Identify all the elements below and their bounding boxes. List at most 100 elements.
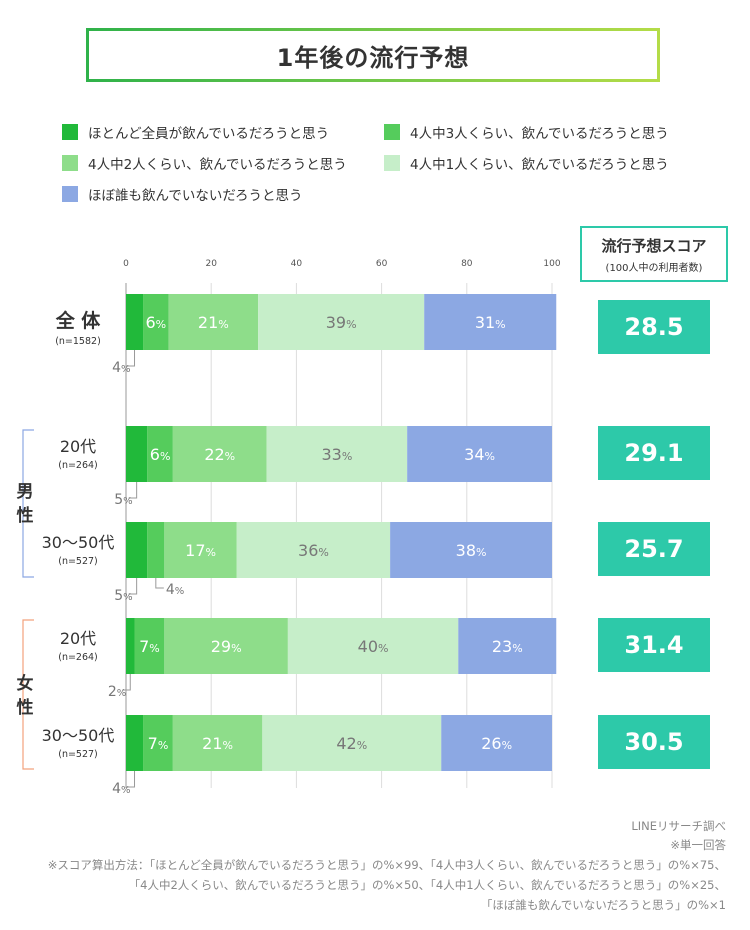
bar-segment: [236, 522, 391, 578]
bar-segment: [147, 522, 165, 578]
bar-segment: [164, 618, 288, 674]
bar-segment: [258, 294, 425, 350]
legend-item-three-of-four: 4人中3人くらい、飲んでいるだろうと思う: [384, 122, 669, 142]
data-label: 39%: [326, 313, 357, 332]
data-label: 36%: [298, 541, 329, 560]
bar-segment: [287, 618, 459, 674]
leader-line: [128, 482, 138, 499]
title-box: 1年後の流行予想: [86, 28, 660, 82]
data-label: 17%: [185, 541, 216, 560]
data-label: 4%: [112, 360, 130, 376]
footer-method-1: ※スコア算出方法：「ほとんど全員が飲んでいるだろうと思う」の%×99、「4人中3…: [47, 858, 726, 872]
score-value: 25.7: [598, 522, 710, 576]
x-tick-label: 0: [123, 259, 129, 269]
data-label: 4%: [112, 781, 130, 797]
bar-segment: [407, 426, 552, 482]
category-n-label: (n=527): [58, 556, 98, 567]
x-tick-label: 20: [205, 259, 217, 269]
bar-segment: [134, 618, 165, 674]
x-tick-label: 60: [376, 259, 388, 269]
bar-segment: [266, 426, 408, 482]
leader-line: [126, 350, 136, 367]
data-label: 22%: [204, 445, 235, 464]
data-label: 21%: [198, 313, 229, 332]
footer-source: LINEリサーチ調べ: [631, 819, 726, 833]
data-label: 29%: [211, 637, 242, 656]
legend-swatch: [62, 124, 78, 140]
bar-segment: [424, 294, 557, 350]
bar-segment: [126, 294, 144, 350]
bar-segment: [441, 715, 552, 771]
bar-segment: [168, 294, 259, 350]
score-value: 31.4: [598, 618, 710, 672]
chart-title: 1年後の流行予想: [276, 43, 470, 72]
data-label: 31%: [475, 313, 506, 332]
score-header-subtitle: (100人中の利用者数): [605, 263, 703, 274]
legend-item-none: ほぼ誰も飲んでいないだろうと思う: [62, 184, 303, 204]
legend-item-all: ほとんど全員が飲んでいるだろうと思う: [62, 122, 329, 142]
score-value: 30.5: [598, 715, 710, 769]
bar-segment: [390, 522, 552, 578]
data-label: 34%: [464, 445, 495, 464]
score-value: 28.5: [598, 300, 710, 354]
score-header: 流行予想スコア (100人中の利用者数): [580, 226, 728, 282]
legend-swatch: [384, 124, 400, 140]
group-label-female-2: 性: [17, 697, 34, 718]
bar-segment: [126, 522, 148, 578]
group-label-female-1: 女: [17, 673, 34, 694]
bar-segment: [458, 618, 557, 674]
category-n-label: (n=264): [58, 460, 98, 471]
data-label: 38%: [456, 541, 487, 560]
category-n-label: (n=1582): [55, 336, 101, 347]
legend-item-two-of-four: 4人中2人くらい、飲んでいるだろうと思う: [62, 153, 347, 173]
footer-note: ※単一回答: [670, 838, 726, 852]
x-tick-label: 40: [291, 259, 303, 269]
bar-segment: [143, 294, 169, 350]
x-tick-label: 80: [461, 259, 473, 269]
bar-segment: [262, 715, 442, 771]
legend-item-one-of-four: 4人中1人くらい、飲んでいるだろうと思う: [384, 153, 669, 173]
data-label: 4%: [166, 582, 184, 598]
bar-segment: [147, 426, 173, 482]
data-label: 26%: [481, 734, 512, 753]
legend-label: 4人中2人くらい、飲んでいるだろうと思う: [88, 157, 347, 173]
category-label: 20代: [60, 629, 96, 648]
bar-segment: [143, 715, 173, 771]
category-label: 30～50代: [42, 726, 115, 745]
bar-segment: [126, 426, 148, 482]
category-label: 30～50代: [42, 533, 115, 552]
data-label: 2%: [108, 684, 126, 700]
legend-label: ほぼ誰も飲んでいないだろうと思う: [88, 188, 303, 204]
data-label: 33%: [321, 445, 352, 464]
bar-segment: [164, 522, 237, 578]
group-label-male-2: 性: [17, 505, 34, 526]
leader-line: [122, 674, 131, 691]
data-label: 7%: [148, 734, 169, 753]
footer-method-3: 「ほぼ誰も飲んでいないだろうと思う」の%×1: [480, 898, 726, 912]
data-label: 5%: [114, 588, 132, 604]
data-label: 7%: [139, 637, 160, 656]
leader-line: [128, 578, 138, 595]
leader-line: [126, 771, 136, 788]
data-label: 40%: [358, 637, 389, 656]
data-label: 6%: [145, 313, 166, 332]
data-label: 23%: [492, 637, 523, 656]
legend-label: ほとんど全員が飲んでいるだろうと思う: [88, 126, 330, 142]
category-n-label: (n=264): [58, 652, 98, 663]
bar-segment: [126, 715, 144, 771]
group-label-male-1: 男: [17, 482, 34, 502]
bar-segment: [172, 426, 267, 482]
footer-method-2: 「4人中2人くらい、飲んでいるだろうと思う」の%×50、「4人中1人くらい、飲ん…: [128, 878, 726, 892]
leader-line: [155, 578, 164, 589]
score-value: 29.1: [598, 426, 710, 480]
data-label: 6%: [150, 445, 171, 464]
female-bracket: [22, 619, 34, 770]
legend-swatch: [62, 186, 78, 202]
legend-swatch: [62, 155, 78, 171]
bar-segment: [172, 715, 263, 771]
score-header-title: 流行予想スコア: [601, 237, 707, 255]
category-label: 20代: [60, 437, 96, 456]
legend-label: 4人中1人くらい、飲んでいるだろうと思う: [410, 157, 669, 173]
category-n-label: (n=527): [58, 749, 98, 760]
legend-label: 4人中3人くらい、飲んでいるだろうと思う: [410, 126, 669, 142]
